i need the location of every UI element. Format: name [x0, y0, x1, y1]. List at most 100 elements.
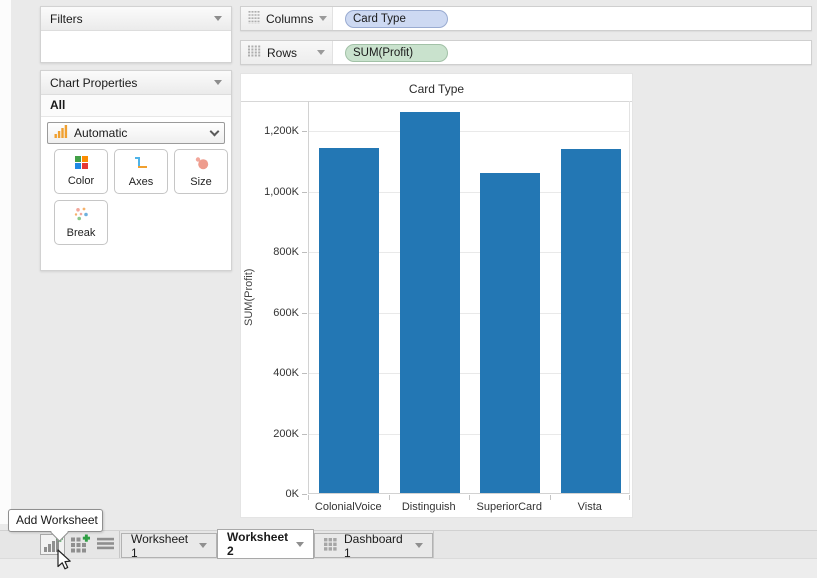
tab-dashboard-1-label: Dashboard 1 [344, 531, 403, 560]
pill-sum-profit-text: SUM(Profit) [353, 46, 414, 59]
separator [433, 531, 434, 559]
chart-properties-header[interactable]: Chart Properties [41, 71, 231, 95]
mark-type-select[interactable]: Automatic [47, 122, 225, 144]
bar-ColonialVoice[interactable] [319, 148, 380, 493]
columns-shelf: Columns Card Type [240, 6, 812, 31]
x-tick-mark [308, 495, 309, 500]
x-tick-label: Vista [577, 501, 602, 513]
gridline [309, 131, 629, 133]
tab-worksheet-2-label: Worksheet 2 [227, 530, 289, 558]
collapse-icon[interactable] [214, 80, 222, 85]
bar-SuperiorCard[interactable] [480, 173, 541, 493]
add-dashboard-button[interactable] [67, 534, 92, 555]
chevron-down-icon [209, 126, 220, 137]
sheet-list-button[interactable] [93, 534, 118, 555]
filters-dropzone[interactable] [41, 31, 231, 62]
chart-title: Card Type [408, 82, 465, 96]
sheet-tab-bar: Worksheet 1 Worksheet 2 Dashboard 1 [0, 529, 817, 560]
y-tick-label: 400K [273, 367, 299, 380]
grid-plus-icon [70, 534, 90, 556]
chart-properties-panel: Chart Properties All Automatic Color [40, 70, 232, 271]
gridline [309, 252, 629, 254]
scope-label: All [41, 95, 231, 117]
tab-menu-icon[interactable] [296, 541, 304, 547]
x-tick-mark [549, 495, 551, 500]
y-tick-mark [302, 373, 307, 375]
axes-icon [134, 156, 148, 173]
chevron-down-icon[interactable] [317, 50, 325, 55]
chevron-down-icon[interactable] [319, 16, 328, 21]
y-tick-mark [302, 191, 307, 193]
y-tick-label: 0K [285, 488, 299, 500]
tooltip-text: Add Worksheet [16, 513, 98, 527]
tab-worksheet-2[interactable]: Worksheet 2 [217, 529, 314, 559]
title-separator [241, 101, 632, 102]
status-bar [0, 558, 817, 578]
rows-shelf-text: Rows [267, 45, 298, 60]
plot-area[interactable] [308, 101, 630, 494]
tab-dashboard-1[interactable]: Dashboard 1 [314, 531, 433, 560]
y-tick-mark [302, 252, 307, 254]
filters-header[interactable]: Filters [41, 7, 231, 31]
y-tick-label: 1,000K [264, 185, 299, 198]
color-button-label: Color [67, 175, 95, 187]
y-tick-mark [302, 312, 307, 314]
tab-menu-icon[interactable] [199, 543, 207, 548]
tab-menu-icon[interactable] [415, 543, 423, 548]
break-scatter-icon [74, 207, 89, 224]
x-tick-label: SuperiorCard [476, 501, 542, 513]
break-button[interactable]: Break [54, 200, 108, 245]
mouse-cursor [57, 549, 71, 570]
axes-button[interactable]: Axes [114, 149, 168, 194]
bar-Vista[interactable] [560, 149, 621, 493]
list-icon [97, 537, 114, 553]
filters-panel: Filters [40, 6, 232, 63]
color-button[interactable]: Color [54, 149, 108, 194]
x-tick-mark [388, 495, 390, 500]
size-circles-icon [194, 156, 209, 173]
columns-icon [248, 10, 260, 27]
y-tick-mark [302, 494, 307, 495]
y-tick-label: 800K [273, 246, 299, 259]
x-axis-labels: ColonialVoice Distinguish SuperiorCard Vist… [308, 495, 630, 517]
gridline [309, 191, 629, 193]
size-button-label: Size [190, 175, 212, 188]
columns-shelf-text: Columns [266, 11, 314, 26]
pill-card-type[interactable]: Card Type [345, 9, 448, 28]
rows-shelf-label[interactable]: Rows [241, 41, 333, 64]
color-grid-icon [74, 156, 88, 172]
y-tick-mark [302, 433, 307, 435]
y-tick-label: 200K [273, 427, 299, 440]
bar-chart-icon [54, 125, 68, 141]
x-tick-label: Distinguish [401, 501, 456, 513]
mark-type-value: Automatic [74, 126, 128, 140]
mark-buttons: Color Axes Size [54, 149, 228, 245]
y-tick-label: 600K [273, 306, 299, 319]
pill-card-type-text: Card Type [353, 12, 406, 25]
collapse-icon[interactable] [214, 16, 222, 21]
columns-shelf-label[interactable]: Columns [241, 7, 333, 30]
filters-title: Filters [50, 11, 83, 26]
chart-properties-title: Chart Properties [50, 75, 138, 90]
axes-button-label: Axes [128, 175, 154, 188]
dashboard-grid-icon [324, 537, 337, 554]
window-edge [0, 0, 11, 524]
gridline [309, 433, 629, 435]
size-button[interactable]: Size [174, 149, 228, 194]
tab-worksheet-1-label: Worksheet 1 [131, 531, 189, 560]
x-tick-mark [629, 495, 630, 500]
x-tick-mark [469, 495, 470, 500]
y-tick-label: 1,200K [264, 125, 299, 138]
break-button-label: Break [66, 226, 96, 239]
separator [119, 531, 120, 559]
rows-icon [248, 45, 261, 60]
gridline [309, 312, 629, 314]
x-tick-label: ColonialVoice [314, 501, 382, 513]
bar-Distinguish[interactable] [399, 112, 460, 493]
pill-sum-profit[interactable]: SUM(Profit) [345, 43, 448, 62]
y-tick-mark [302, 131, 307, 133]
tab-worksheet-1[interactable]: Worksheet 1 [121, 531, 217, 560]
rows-shelf: Rows SUM(Profit) [240, 40, 812, 65]
add-worksheet-tooltip: Add Worksheet [8, 509, 103, 542]
